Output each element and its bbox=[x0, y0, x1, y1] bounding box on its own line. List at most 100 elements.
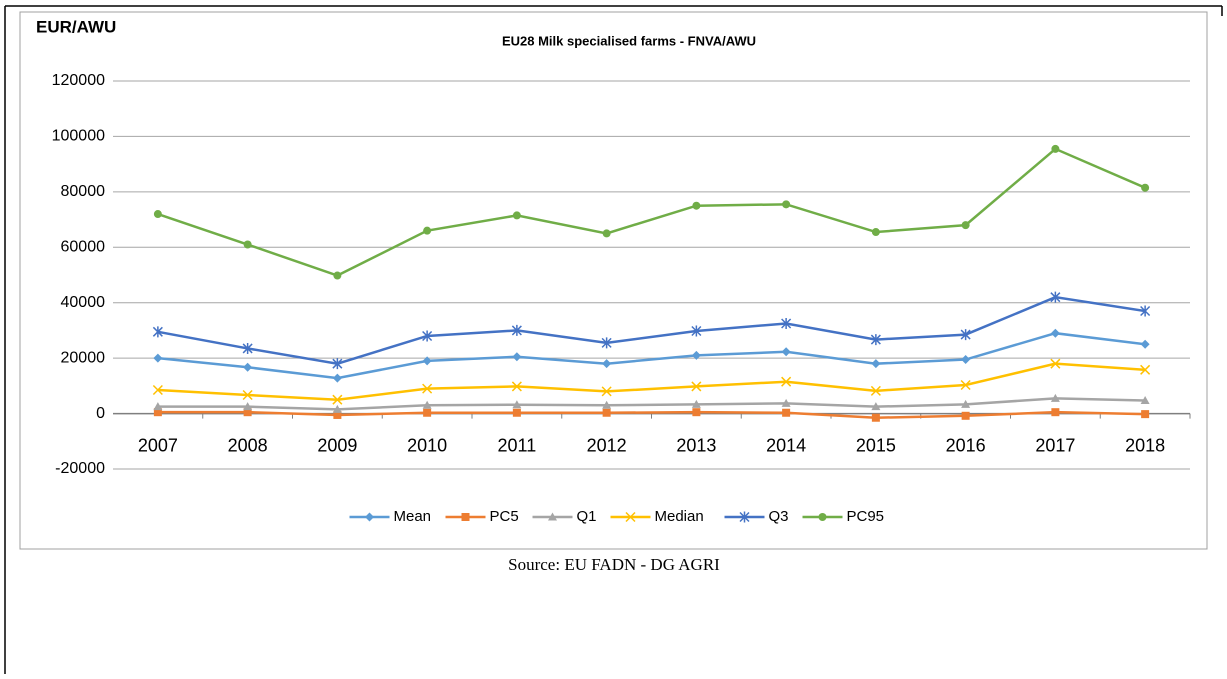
marker bbox=[602, 400, 612, 409]
y-tick-label: 80000 bbox=[61, 183, 106, 200]
y-tick-label: 60000 bbox=[61, 239, 106, 256]
marker bbox=[153, 210, 162, 219]
y-tick-label: 120000 bbox=[52, 72, 105, 89]
marker bbox=[871, 228, 880, 237]
marker bbox=[781, 347, 791, 357]
marker bbox=[871, 413, 880, 422]
marker bbox=[243, 408, 252, 417]
marker bbox=[1140, 364, 1151, 375]
x-tick-label: 2009 bbox=[317, 435, 357, 455]
marker bbox=[691, 399, 701, 408]
marker bbox=[332, 358, 343, 370]
legend-label: Q3 bbox=[769, 508, 789, 525]
x-tick-label: 2008 bbox=[228, 435, 268, 455]
marker bbox=[332, 373, 342, 383]
marker bbox=[423, 408, 432, 417]
legend-label: Median bbox=[655, 508, 704, 525]
marker bbox=[422, 356, 432, 366]
marker bbox=[332, 404, 342, 413]
marker bbox=[960, 379, 971, 391]
marker bbox=[243, 402, 253, 411]
source: Source: EU FADN - DG AGRI bbox=[508, 555, 720, 574]
marker bbox=[871, 359, 881, 369]
series-line bbox=[157, 410, 1146, 419]
marker bbox=[1050, 291, 1061, 303]
marker bbox=[602, 229, 611, 238]
marker bbox=[1140, 305, 1151, 317]
series-line bbox=[157, 295, 1146, 365]
marker bbox=[1050, 358, 1061, 369]
marker bbox=[333, 271, 342, 280]
x-tick-label: 2018 bbox=[1125, 435, 1165, 455]
marker bbox=[691, 381, 702, 392]
marker bbox=[782, 408, 791, 417]
y-tick-label: 20000 bbox=[61, 349, 106, 366]
marker bbox=[461, 513, 470, 521]
marker bbox=[512, 408, 521, 417]
x-tick-label: 2013 bbox=[676, 435, 716, 455]
marker bbox=[602, 359, 612, 369]
marker bbox=[692, 408, 701, 417]
marker bbox=[1051, 144, 1060, 153]
marker bbox=[333, 410, 342, 419]
y-tick-label: 100000 bbox=[52, 128, 105, 145]
marker bbox=[422, 383, 433, 394]
x-tick-label: 2012 bbox=[587, 435, 627, 455]
marker bbox=[1140, 396, 1150, 405]
x-tick-label: 2007 bbox=[138, 435, 178, 455]
legend-label: Mean bbox=[394, 508, 432, 525]
marker bbox=[511, 324, 522, 336]
x-tick-label: 2011 bbox=[498, 435, 537, 455]
marker bbox=[512, 211, 521, 220]
marker bbox=[153, 402, 163, 411]
marker bbox=[1050, 328, 1060, 338]
marker bbox=[961, 221, 970, 230]
marker bbox=[152, 326, 163, 338]
chart-title: EU28 Milk specialised farms - FNVA/AWU bbox=[502, 33, 756, 48]
marker bbox=[153, 408, 162, 417]
marker bbox=[602, 408, 611, 417]
marker bbox=[332, 394, 343, 405]
marker bbox=[961, 399, 971, 408]
marker bbox=[365, 512, 374, 522]
marker bbox=[511, 381, 522, 392]
marker bbox=[870, 334, 881, 346]
marker bbox=[691, 350, 701, 360]
y-tick-label: 0 bbox=[96, 405, 105, 422]
legend-label: PC95 bbox=[847, 508, 885, 525]
marker bbox=[781, 318, 792, 329]
marker bbox=[242, 389, 253, 401]
marker bbox=[692, 201, 701, 210]
chart-frame bbox=[19, 11, 1208, 550]
marker bbox=[960, 329, 971, 341]
x-tick-label: 2016 bbox=[946, 435, 986, 455]
series-line bbox=[157, 362, 1146, 401]
marker bbox=[1051, 408, 1060, 417]
marker bbox=[548, 512, 557, 521]
marker bbox=[781, 376, 792, 387]
marker bbox=[1140, 339, 1150, 349]
marker bbox=[422, 400, 432, 409]
marker bbox=[870, 385, 881, 396]
marker bbox=[818, 513, 827, 521]
series-line bbox=[157, 397, 1146, 411]
legend-label: Q1 bbox=[577, 508, 597, 525]
x-tick-label: 2010 bbox=[407, 435, 447, 455]
y-tick-label: 40000 bbox=[61, 294, 106, 311]
marker bbox=[781, 398, 791, 407]
marker bbox=[625, 511, 636, 523]
marker bbox=[961, 411, 970, 420]
marker bbox=[1141, 410, 1150, 419]
marker bbox=[739, 511, 750, 523]
marker bbox=[601, 386, 612, 397]
marker bbox=[961, 355, 971, 365]
legend-label: PC5 bbox=[490, 508, 519, 525]
marker bbox=[512, 352, 522, 362]
x-tick-label: 2017 bbox=[1035, 435, 1075, 455]
marker bbox=[153, 353, 163, 363]
marker bbox=[601, 337, 612, 349]
marker bbox=[691, 325, 702, 337]
marker bbox=[871, 402, 881, 411]
marker bbox=[512, 400, 522, 409]
